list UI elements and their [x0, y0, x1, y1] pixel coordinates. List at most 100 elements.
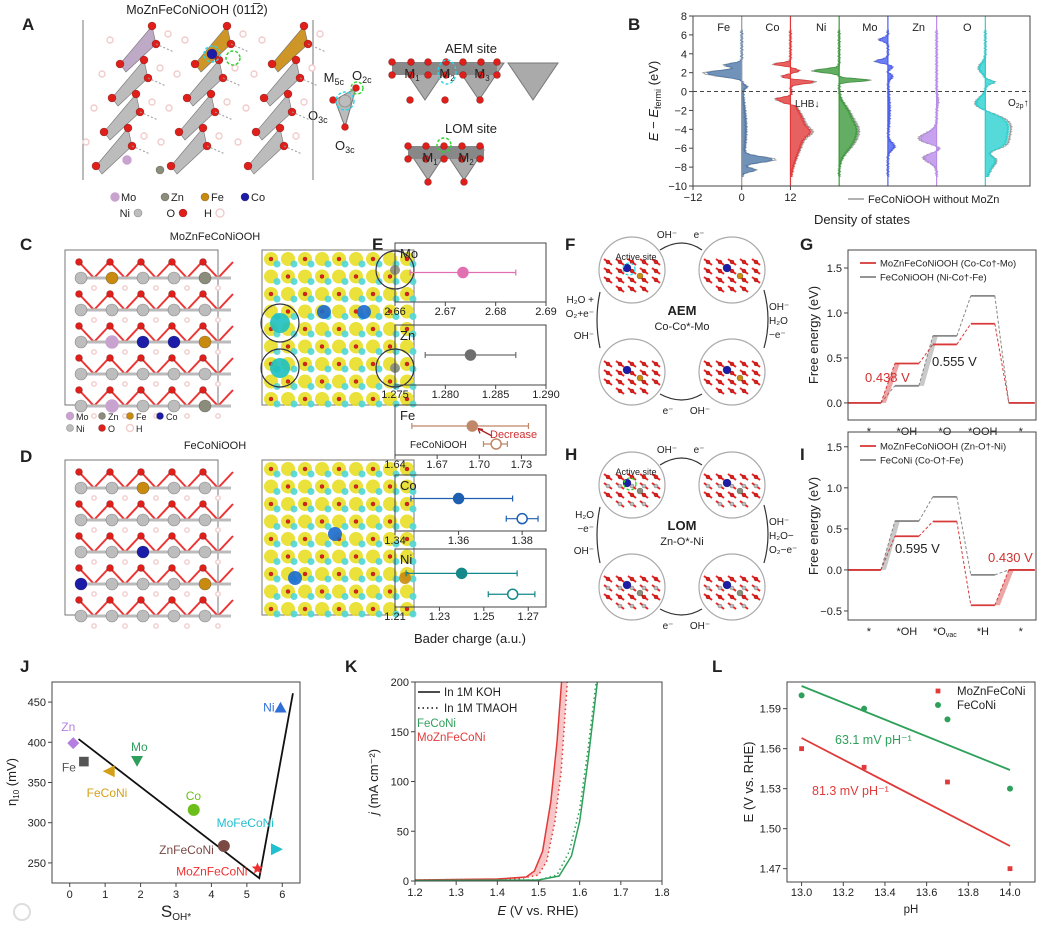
atom-o: [302, 501, 308, 507]
panel-k-lsv-chart: 1.2 1.3 1.4 1.5 1.6 1.7 1.8 0 50 100 150 200 In 1M K…: [366, 677, 670, 918]
x-tick-label: 1.34: [384, 535, 405, 547]
atom-ni: [198, 513, 212, 527]
atom-h: [184, 317, 190, 323]
atom-o: [741, 259, 747, 265]
atom-h: [215, 285, 221, 291]
atom-o: [336, 606, 342, 612]
atom-o: [753, 361, 759, 367]
bond: [171, 325, 188, 343]
active-site-marker: [622, 262, 636, 276]
charge-depletion: [290, 365, 298, 373]
charge-depletion: [341, 558, 349, 565]
data-point-zn: [67, 737, 80, 750]
atom-o: [353, 519, 359, 524]
x-tick-label: 13.2: [833, 887, 854, 899]
atom-ni: [717, 603, 723, 609]
atom-co: [240, 192, 250, 202]
atom-o: [302, 256, 308, 262]
atom-o: [106, 564, 114, 572]
watermark-logo: [13, 903, 31, 921]
label-part: (mV): [4, 758, 19, 790]
atom-o: [302, 571, 308, 577]
charge-depletion: [273, 295, 281, 303]
atom-o: [199, 258, 207, 266]
bond: [140, 389, 157, 407]
x-tick-label: 4: [208, 889, 214, 901]
atom-ni: [74, 367, 88, 381]
atom-ni: [617, 585, 623, 591]
charge-depletion: [290, 295, 298, 303]
atom-o: [302, 466, 308, 472]
atom-o: [352, 84, 360, 92]
hydrogen-bond: [291, 111, 311, 121]
hydrogen-bond: [299, 77, 319, 87]
charge-depletion: [409, 348, 417, 355]
charge-depletion: [392, 400, 400, 408]
charge-depletion: [307, 505, 315, 513]
x-tick-label: 1.285: [482, 389, 510, 401]
charge-lobe: [328, 527, 342, 541]
atom-o: [705, 576, 711, 582]
atom-o: [199, 500, 207, 508]
energy-connector: [880, 536, 896, 571]
atom-o: [458, 155, 466, 163]
atom-o: [441, 96, 449, 104]
atom-o: [107, 93, 117, 103]
charge-lobe: [288, 571, 302, 585]
point-label: MoZnFeCoNi: [176, 865, 247, 879]
atom-h: [122, 349, 128, 355]
x-category-label: *H: [977, 626, 989, 638]
atom-o: [717, 286, 723, 292]
atom-o: [168, 322, 176, 330]
x-tick-label: 1.23: [429, 611, 450, 623]
lsv-curve: [414, 681, 569, 881]
atom-co: [156, 412, 164, 420]
y-tick-label: 0.0: [827, 398, 842, 410]
charge-depletion: [409, 488, 417, 495]
charge-depletion: [409, 575, 417, 583]
charge-depletion: [290, 313, 298, 320]
atom-o: [717, 277, 723, 283]
y-tick-label: 1.5: [827, 263, 842, 275]
charge-depletion: [409, 313, 417, 320]
plot-frame: [786, 681, 1036, 883]
bond: [202, 325, 219, 343]
charge-depletion: [341, 575, 349, 583]
bond: [155, 599, 172, 617]
x-tick-label: 1.67: [426, 459, 447, 471]
atom-co: [136, 545, 150, 559]
plot-frame: [394, 474, 547, 532]
atom-o: [268, 466, 274, 472]
atom-o: [291, 55, 301, 65]
atom-o: [741, 277, 747, 283]
legend-label: Ni: [76, 424, 85, 434]
bond: [186, 325, 203, 343]
point-label: Fe: [62, 761, 76, 775]
panel-d-title: FeCoNiOOH: [184, 440, 246, 452]
metal-polyhedron: [119, 25, 157, 73]
bond: [217, 325, 234, 343]
charge-depletion: [324, 260, 332, 268]
atom-o: [106, 386, 114, 394]
atom-o: [617, 474, 623, 480]
charge-depletion: [290, 610, 298, 618]
atom-o: [424, 58, 432, 66]
product-label: e⁻: [694, 445, 705, 456]
atom-o: [199, 532, 207, 540]
atom-co: [722, 365, 732, 375]
legend-marker: [935, 688, 941, 694]
atom-ni: [74, 271, 88, 285]
x-tick-label: 5: [244, 889, 250, 901]
atom-ni: [729, 603, 735, 609]
x-tick-label: 1.4: [490, 887, 505, 899]
charge-depletion: [409, 383, 417, 390]
x-category-label: *: [1019, 626, 1024, 638]
x-tick-label: 1.38: [511, 535, 532, 547]
charge-depletion: [290, 523, 298, 530]
atom-o: [137, 354, 145, 362]
bond: [78, 261, 95, 279]
charge-depletion: [324, 295, 332, 303]
element-label: Fe: [717, 22, 730, 34]
bond: [217, 503, 234, 521]
bond: [140, 261, 157, 279]
